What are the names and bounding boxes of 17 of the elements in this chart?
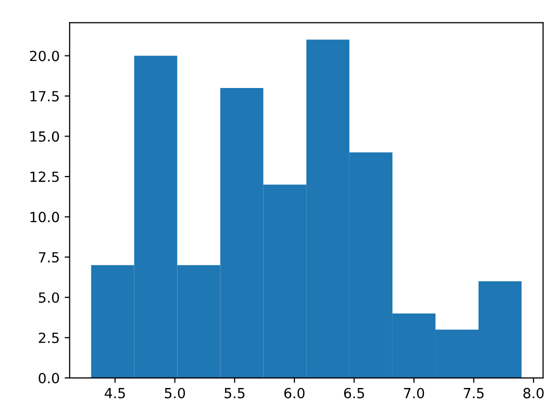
x-tick-label: 6.0	[284, 388, 305, 398]
x-tick-label: 4.5	[104, 388, 125, 398]
x-tick-label: 8.0	[523, 388, 544, 398]
y-tick-label: 17.5	[30, 91, 59, 102]
y-tick-label: 10.0	[30, 212, 59, 222]
x-tick-label: 5.5	[224, 388, 244, 398]
x-tick-label: 7.0	[404, 388, 424, 398]
x-tick-label: 6.5	[344, 388, 364, 398]
y-tick-label: 15.0	[30, 131, 59, 142]
x-tick-label: 5.0	[164, 388, 185, 398]
y-tick-label: 5.0	[38, 292, 59, 303]
y-tick-label: 2.5	[38, 332, 59, 344]
y-tick-label: 7.5	[38, 252, 59, 263]
y-tick-label: 0.0	[38, 372, 59, 384]
y-tick-label: 20.0	[30, 50, 59, 62]
x-tick-label: 7.5	[464, 388, 484, 398]
y-tick-label: 12.5	[30, 172, 59, 182]
